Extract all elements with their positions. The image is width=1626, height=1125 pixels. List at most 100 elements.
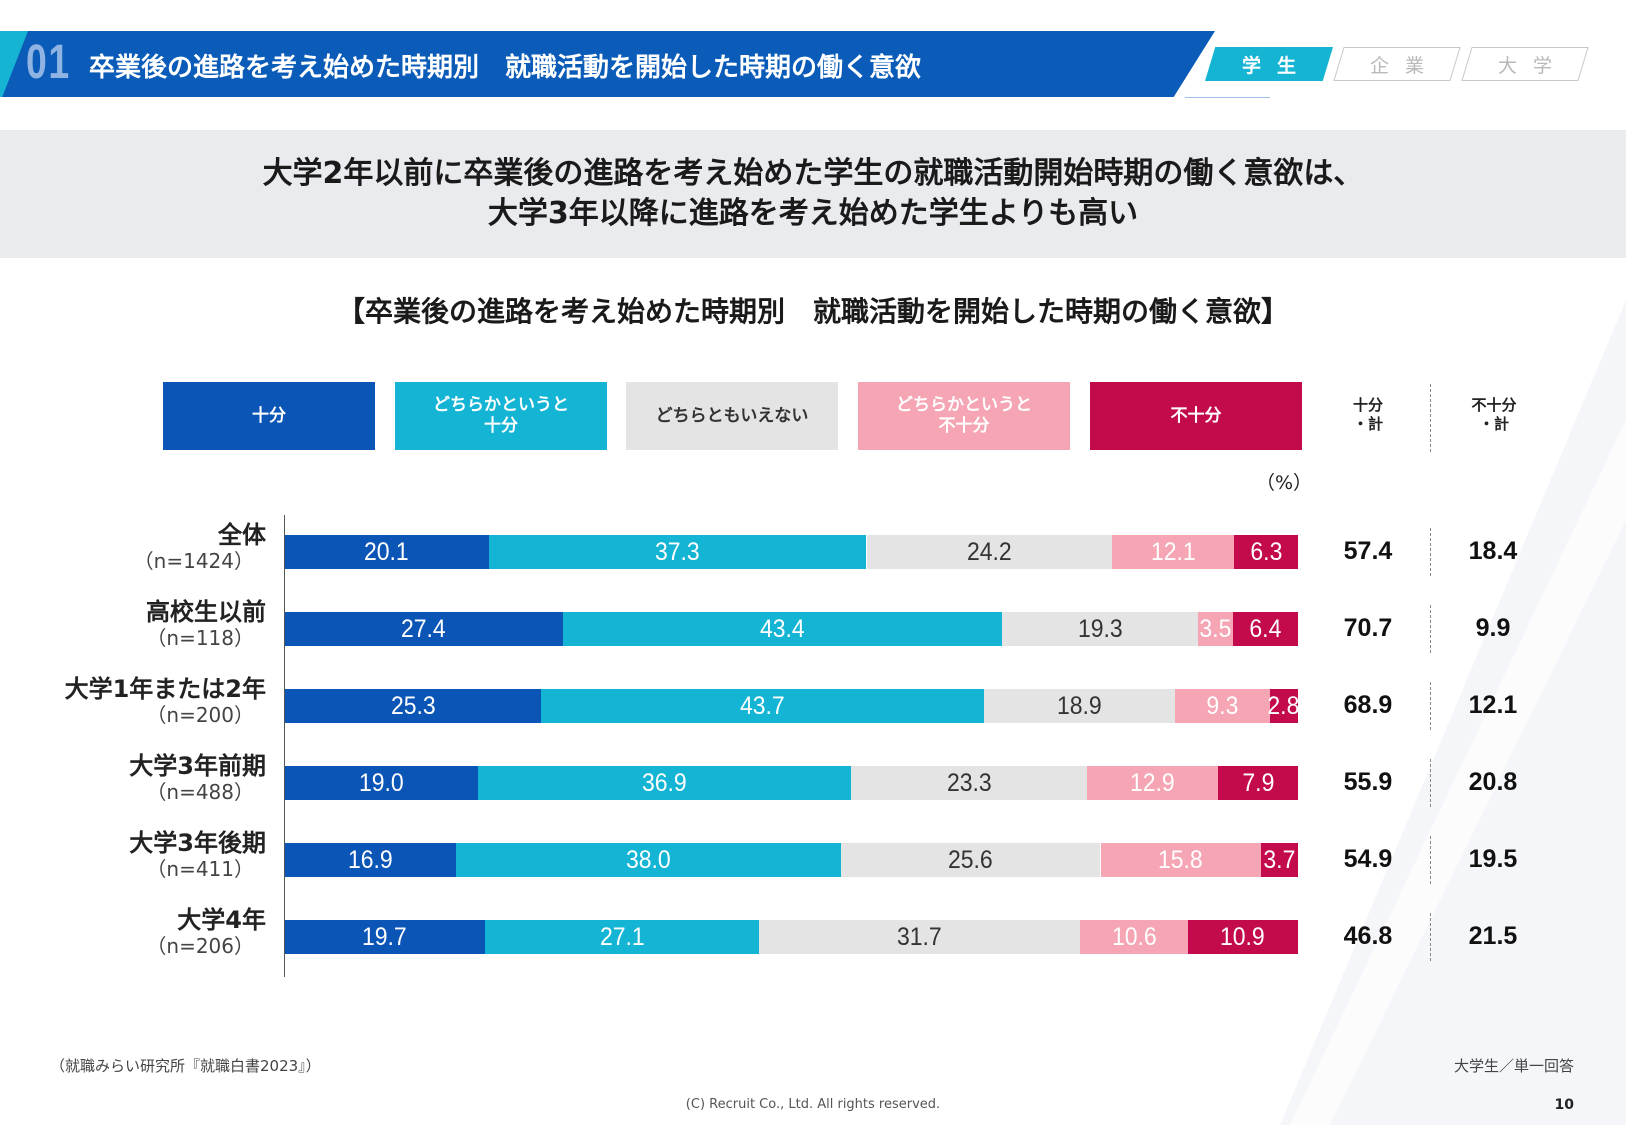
bar-segment-somewhat-insufficient: 12.9: [1087, 766, 1218, 800]
copyright: (C) Recruit Co., Ltd. All rights reserve…: [685, 1097, 941, 1112]
data-label: 19.7: [362, 922, 408, 951]
data-label: 23.3: [946, 768, 992, 797]
column-divider: [1430, 759, 1431, 807]
bar-segment-insufficient: 6.3: [1234, 535, 1298, 569]
category-name: 大学4年: [177, 906, 266, 934]
insufficient-total-value: 21.5: [1468, 922, 1518, 950]
legend-label: 十分: [252, 405, 286, 426]
category-sample-size: （n=488）: [146, 780, 254, 804]
data-label: 18.9: [1057, 691, 1103, 720]
data-label: 12.9: [1130, 768, 1176, 797]
data-label: 10.9: [1220, 922, 1266, 951]
data-label: 20.1: [364, 537, 410, 566]
sufficient-total-value: 70.7: [1343, 614, 1393, 642]
insufficient-total-value: 18.4: [1468, 537, 1518, 565]
data-label: 27.4: [401, 614, 447, 643]
page-number: 10: [1554, 1097, 1574, 1113]
category-label-univ-year-1-2: 大学1年または2年 （n=200）: [65, 675, 266, 727]
bar-segment-neutral: 24.2: [866, 535, 1112, 569]
bar-segment-sufficient: 19.7: [285, 920, 485, 954]
header-band: [0, 31, 1215, 97]
category-axis-line: [284, 515, 285, 977]
bar-segment-insufficient: 3.7: [1260, 843, 1298, 877]
data-label: 36.9: [642, 768, 687, 797]
tab-student[interactable]: 学生: [1205, 47, 1333, 81]
sufficient-total-value: 57.4: [1343, 537, 1393, 565]
bar-segment-insufficient: 6.4: [1233, 612, 1298, 646]
bar-segment-somewhat-insufficient: 10.6: [1080, 920, 1188, 954]
data-label: 31.7: [897, 922, 943, 951]
column-divider: [1430, 384, 1431, 452]
data-label: 38.0: [626, 845, 672, 874]
data-label: 27.1: [599, 922, 645, 951]
category-name: 全体: [218, 521, 266, 549]
category-name: 大学1年または2年: [64, 675, 266, 703]
respondent-note: 大学生／単一回答: [1453, 1057, 1574, 1075]
data-label: 10.6: [1111, 922, 1157, 951]
bar-segment-somewhat-sufficient: 27.1: [484, 920, 760, 954]
legend-label: どちらかというと 十分: [433, 395, 569, 436]
bar-segment-sufficient: 20.1: [285, 535, 489, 569]
source-note: （就職みらい研究所『就職白書2023』）: [50, 1057, 321, 1075]
tab-outline: [1461, 47, 1589, 81]
data-label: 6.4: [1249, 614, 1282, 643]
data-label: 25.3: [390, 691, 436, 720]
category-sample-size: （n=411）: [146, 857, 254, 881]
bar-segment-somewhat-insufficient: 12.1: [1111, 535, 1235, 569]
sufficient-total-value: 55.9: [1343, 768, 1393, 796]
insufficient-total-value: 9.9: [1475, 614, 1511, 642]
tab-label: 大学: [1497, 54, 1568, 77]
legend-label: どちらかというと 不十分: [896, 395, 1032, 436]
data-label: 43.7: [740, 691, 786, 720]
category-label-univ-year-4: 大学4年 （n=206）: [146, 906, 266, 958]
bar-segment-insufficient: 2.8: [1268, 689, 1300, 723]
data-label: 37.3: [655, 537, 700, 566]
sufficient-total-header: 十分 ・計: [1352, 396, 1383, 433]
bar-segment-neutral: 25.6: [841, 843, 1101, 877]
tab-outline: [1333, 47, 1461, 81]
summary-line-2: 大学3年以降に進路を考え始めた学生よりも高い: [487, 196, 1139, 231]
unit-label: （%）: [1256, 472, 1313, 494]
data-label: 7.9: [1242, 768, 1274, 797]
summary-banner: 大学2年以前に卒業後の進路を考え始めた学生の就職活動開始時期の働く意欲は、 大学…: [0, 130, 1626, 258]
category-label-univ-year-3-second-half: 大学3年後期 （n=411）: [129, 829, 266, 881]
bar-segment-somewhat-sufficient: 43.4: [562, 612, 1003, 646]
column-divider: [1430, 528, 1431, 576]
data-label: 24.2: [966, 537, 1012, 566]
bar-segment-somewhat-sufficient: 36.9: [477, 766, 852, 800]
sufficient-total-value: 46.8: [1343, 922, 1393, 950]
column-divider: [1430, 605, 1431, 653]
chart-title: 【卒業後の進路を考え始めた時期別 就職活動を開始した時期の働く意欲】: [336, 295, 1289, 328]
bar-segment-neutral: 18.9: [984, 689, 1176, 723]
category-sample-size: （n=200）: [146, 703, 254, 727]
column-divider: [1430, 913, 1431, 961]
category-sample-size: （n=1424）: [133, 549, 254, 573]
bar-segment-sufficient: 19.0: [285, 766, 478, 800]
data-label: 19.3: [1077, 614, 1123, 643]
data-label: 43.4: [759, 614, 805, 643]
bar-segment-insufficient: 10.9: [1187, 920, 1298, 954]
insufficient-total-value: 19.5: [1468, 845, 1518, 873]
data-label: 16.9: [348, 845, 393, 874]
tab-company[interactable]: 企業: [1333, 47, 1461, 81]
tab-university[interactable]: 大学: [1461, 47, 1589, 81]
column-divider: [1430, 682, 1431, 730]
bar-segment-somewhat-sufficient: 43.7: [541, 689, 984, 723]
bar-segment-sufficient: 25.3: [285, 689, 542, 723]
insufficient-total-header: 不十分 ・計: [1471, 396, 1517, 433]
bar-segment-sufficient: 16.9: [285, 843, 457, 877]
bar-segment-sufficient: 27.4: [285, 612, 563, 646]
data-label: 12.1: [1150, 537, 1196, 566]
category-name: 大学3年後期: [129, 829, 266, 857]
bar-segment-neutral: 23.3: [851, 766, 1088, 800]
bar-segment-insufficient: 7.9: [1218, 766, 1298, 800]
legend-label: 不十分: [1170, 405, 1222, 426]
data-label: 25.6: [948, 845, 994, 874]
bar-segment-somewhat-insufficient: 15.8: [1100, 843, 1261, 877]
data-label: 3.5: [1199, 614, 1232, 643]
sufficient-total-value: 54.9: [1343, 845, 1393, 873]
bar-segment-somewhat-sufficient: 38.0: [456, 843, 842, 877]
category-label-all: 全体 （n=1424）: [134, 521, 266, 573]
category-name: 高校生以前: [146, 598, 266, 626]
section-number: 01: [26, 36, 71, 89]
